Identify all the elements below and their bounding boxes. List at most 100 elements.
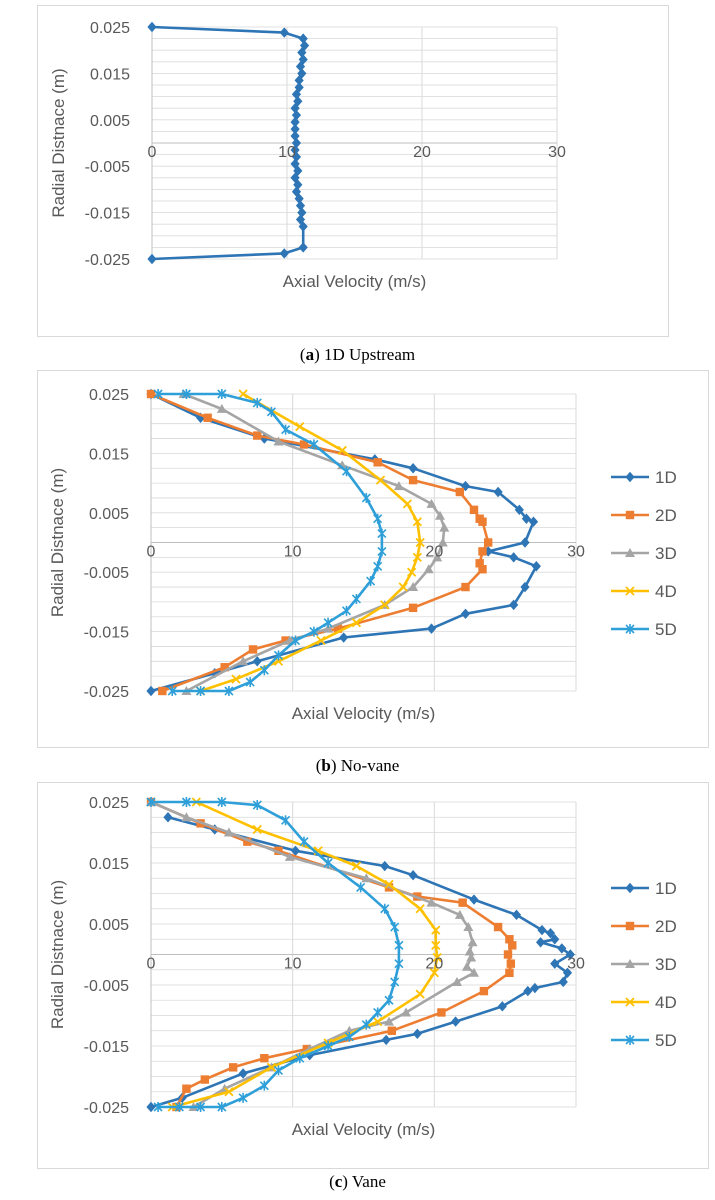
data-point-5D xyxy=(309,626,319,637)
data-point-5D xyxy=(377,546,387,557)
data-point-2D xyxy=(228,1063,238,1072)
legend-item-3D: 3D xyxy=(611,544,677,563)
data-point-5D xyxy=(273,650,284,661)
data-point-2D xyxy=(478,517,487,526)
data-point-5D xyxy=(390,922,400,933)
data-point-3D xyxy=(466,952,477,962)
chart-panel-c: 0.025 0.015 0.005 -0.005 -0.015 -0.025 0 10 20 30… xyxy=(37,782,709,1169)
data-point-1D xyxy=(511,909,522,921)
data-point-2D xyxy=(506,959,516,968)
data-point-1D xyxy=(146,685,156,697)
legend-marker xyxy=(625,624,635,634)
data-point-1D xyxy=(279,248,289,259)
legend-item-5D: 5D xyxy=(611,620,677,639)
y-tick-label: 0.005 xyxy=(89,917,129,934)
data-point-3D xyxy=(393,481,404,491)
x-tick-label: 10 xyxy=(278,144,296,161)
x-tick-label: 0 xyxy=(147,956,156,973)
chart-panel-a: 0.025 0.015 0.005 -0.005 -0.015 -0.025 0 10 20 30… xyxy=(37,5,669,337)
legend-label: 1D xyxy=(655,468,677,487)
y-tick-label: -0.015 xyxy=(84,625,129,642)
x-axis-label: Axial Velocity (m/s) xyxy=(283,272,427,291)
legend-marker xyxy=(625,921,635,931)
data-point-3D xyxy=(461,961,472,971)
caption-a: (a) 1D Upstream xyxy=(299,345,416,364)
data-point-3D xyxy=(401,1007,411,1017)
data-point-4D xyxy=(224,1087,234,1097)
data-point-1D xyxy=(291,89,302,100)
data-point-2D xyxy=(333,624,343,633)
data-point-2D xyxy=(493,922,503,932)
data-point-3D xyxy=(284,851,295,861)
data-point-4D xyxy=(432,952,442,963)
data-point-1D xyxy=(550,934,560,945)
data-point-5D xyxy=(181,797,191,807)
legend-item-3D: 3D xyxy=(611,955,677,974)
data-point-2D xyxy=(503,950,513,959)
data-point-1D xyxy=(531,561,541,572)
y-tick-label: -0.015 xyxy=(85,206,130,223)
legend-label: 5D xyxy=(655,1031,677,1050)
data-point-5D xyxy=(373,513,383,524)
data-point-5D xyxy=(281,424,291,435)
data-point-2D xyxy=(455,487,465,497)
data-point-3D xyxy=(452,976,462,986)
legend-item-4D: 4D xyxy=(611,582,677,601)
data-point-2D xyxy=(475,559,484,568)
y-axis-label: Radial Distnace (m) xyxy=(48,880,67,1029)
legend-marker xyxy=(625,548,635,557)
data-point-2D xyxy=(253,431,262,440)
data-point-4D xyxy=(316,635,326,646)
data-point-5D xyxy=(174,1102,184,1112)
data-point-2D xyxy=(200,1075,210,1084)
data-point-4D xyxy=(231,674,241,684)
data-point-1D xyxy=(238,1068,248,1079)
data-point-1D xyxy=(291,186,302,197)
caption-c: (c) Vane xyxy=(329,1172,386,1191)
data-point-4D xyxy=(412,517,422,527)
legend-marker xyxy=(625,586,635,596)
data-point-5D xyxy=(361,1019,371,1030)
data-point-5D xyxy=(394,958,404,969)
data-point-4D xyxy=(398,582,408,592)
x-tick-label: 10 xyxy=(284,544,302,561)
data-point-3D xyxy=(238,656,249,666)
y-tick-label: 0.025 xyxy=(89,387,129,404)
data-point-4D xyxy=(431,925,441,935)
data-point-3D xyxy=(423,564,434,574)
x-tick-label: 0 xyxy=(147,544,156,561)
data-point-2D xyxy=(478,565,487,574)
x-tick-label: 30 xyxy=(567,544,585,561)
data-point-5D xyxy=(394,940,404,951)
data-point-1D xyxy=(294,75,304,86)
data-point-1D xyxy=(293,179,303,190)
y-tick-label: -0.015 xyxy=(84,1039,129,1056)
y-tick-label: -0.025 xyxy=(85,252,130,269)
data-point-1D xyxy=(408,463,418,474)
data-point-2D xyxy=(479,986,489,996)
data-point-4D xyxy=(238,389,248,399)
data-point-4D xyxy=(415,989,425,999)
data-point-5D xyxy=(224,686,234,696)
data-point-4D xyxy=(337,445,347,456)
legend-item-2D: 2D xyxy=(611,506,677,525)
data-point-1D xyxy=(294,82,304,93)
data-point-4D xyxy=(431,940,441,950)
data-point-1D xyxy=(408,870,418,881)
data-point-5D xyxy=(361,492,371,503)
y-tick-label: -0.005 xyxy=(84,978,129,995)
legend-item-5D: 5D xyxy=(611,1031,677,1050)
data-point-2D xyxy=(408,603,418,613)
data-point-1D xyxy=(380,860,390,872)
data-point-1D xyxy=(279,27,289,38)
caption-b: (b) No-vane xyxy=(315,756,400,775)
data-point-1D xyxy=(298,221,308,232)
data-point-1D xyxy=(530,982,540,994)
data-point-1D xyxy=(412,1028,422,1039)
data-point-2D xyxy=(469,505,479,515)
data-point-1D xyxy=(514,504,524,516)
x-tick-label: 20 xyxy=(425,956,443,973)
data-point-5D xyxy=(309,439,319,450)
data-point-1D xyxy=(291,151,302,163)
x-tick-label: 10 xyxy=(284,956,302,973)
